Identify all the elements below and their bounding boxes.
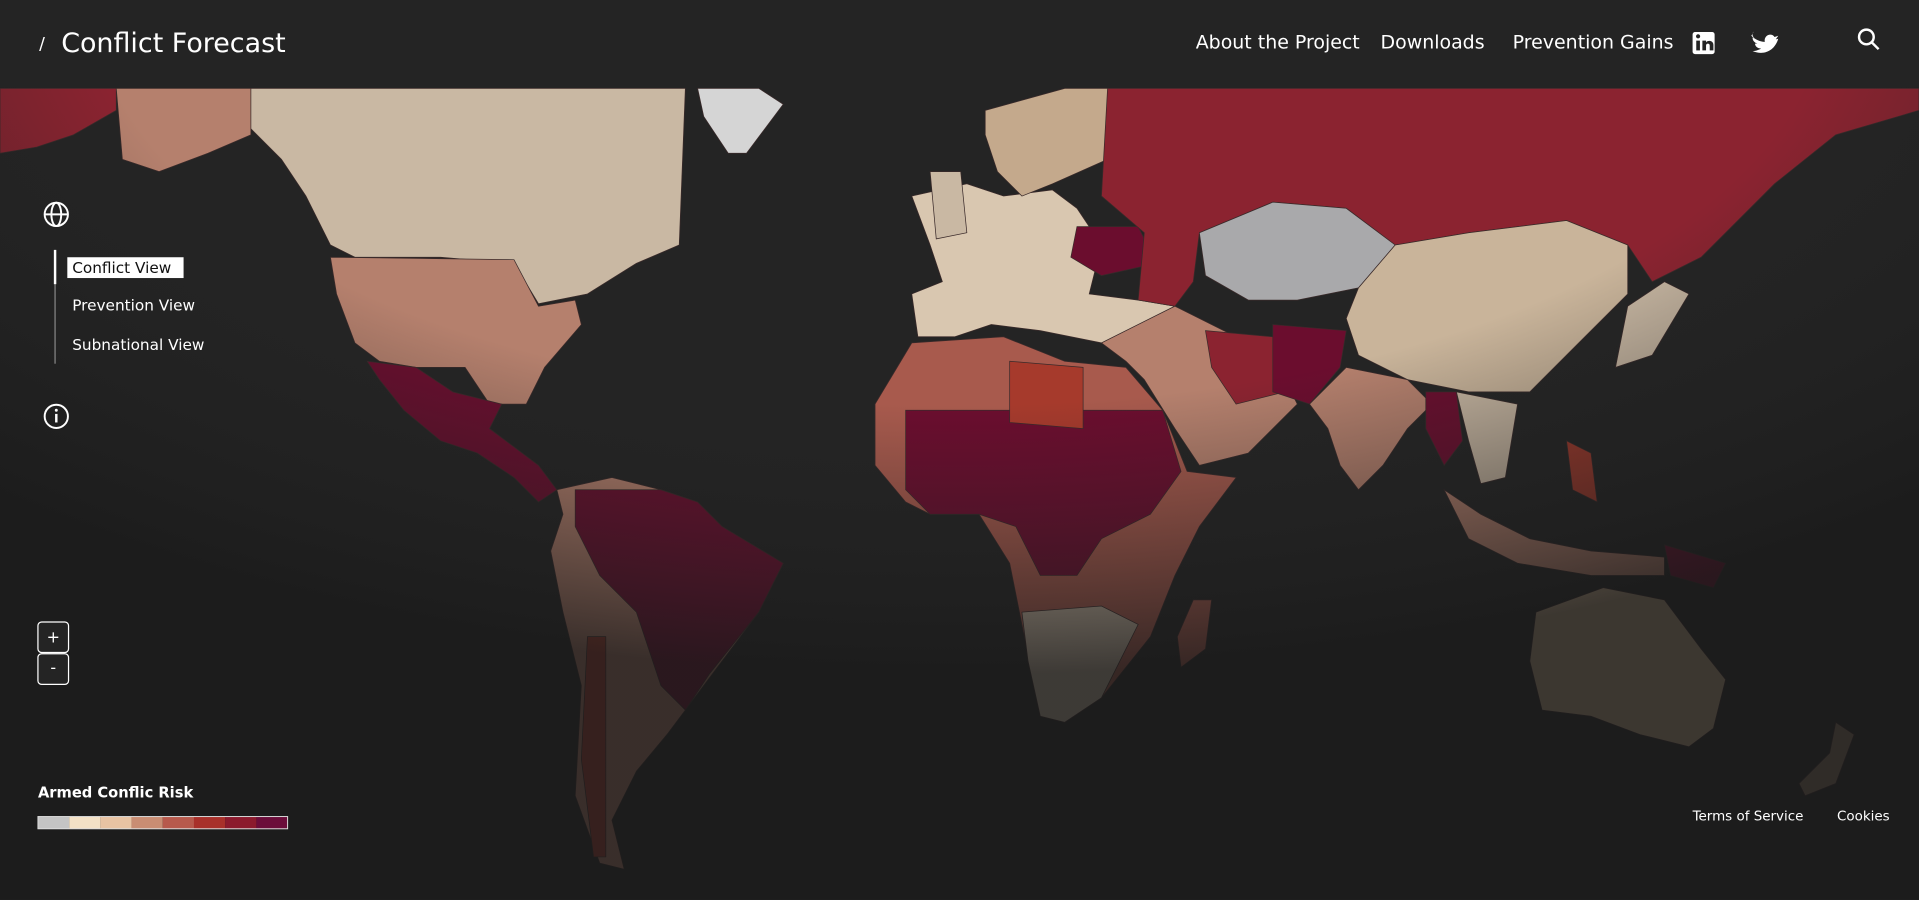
- legend-swatch: [256, 816, 288, 829]
- linkedin-icon[interactable]: [1692, 32, 1715, 55]
- active-view-highlight: [67, 257, 184, 279]
- view-option[interactable]: Prevention View: [72, 297, 195, 315]
- legend-swatch: [131, 816, 163, 829]
- info-icon[interactable]: [43, 403, 69, 429]
- legend-swatch: [162, 816, 194, 829]
- footer-link[interactable]: Terms of Service: [1692, 810, 1804, 825]
- footer-link[interactable]: Cookies: [1837, 810, 1890, 825]
- legend-swatch: [37, 816, 70, 829]
- zoom-out-label: -: [50, 658, 56, 677]
- nav-link[interactable]: Downloads: [1381, 32, 1485, 54]
- legend-scale: [37, 816, 288, 829]
- legend-title: Armed Conflic Risk: [38, 784, 195, 801]
- zoom-out-button[interactable]: [37, 653, 70, 685]
- zoom-in-button[interactable]: [37, 621, 70, 654]
- nav-link[interactable]: Prevention Gains: [1513, 32, 1674, 54]
- logo-mark: /: [39, 34, 45, 54]
- legend-swatch: [69, 816, 101, 829]
- legend-border: [37, 816, 289, 830]
- view-option[interactable]: Subnational View: [72, 336, 204, 354]
- site-title[interactable]: Conflict Forecast: [61, 28, 285, 59]
- search-icon[interactable]: [1857, 28, 1880, 51]
- nav-link[interactable]: About the Project: [1196, 32, 1360, 54]
- legend-swatch: [225, 816, 257, 829]
- view-option[interactable]: Conflict View: [72, 259, 171, 277]
- legend-swatch: [100, 816, 132, 829]
- legend-swatch: [193, 816, 226, 829]
- zoom-in-label: +: [47, 627, 60, 646]
- globe-icon[interactable]: [43, 201, 69, 228]
- header: [0, 0, 1919, 88]
- twitter-icon[interactable]: [1751, 31, 1779, 53]
